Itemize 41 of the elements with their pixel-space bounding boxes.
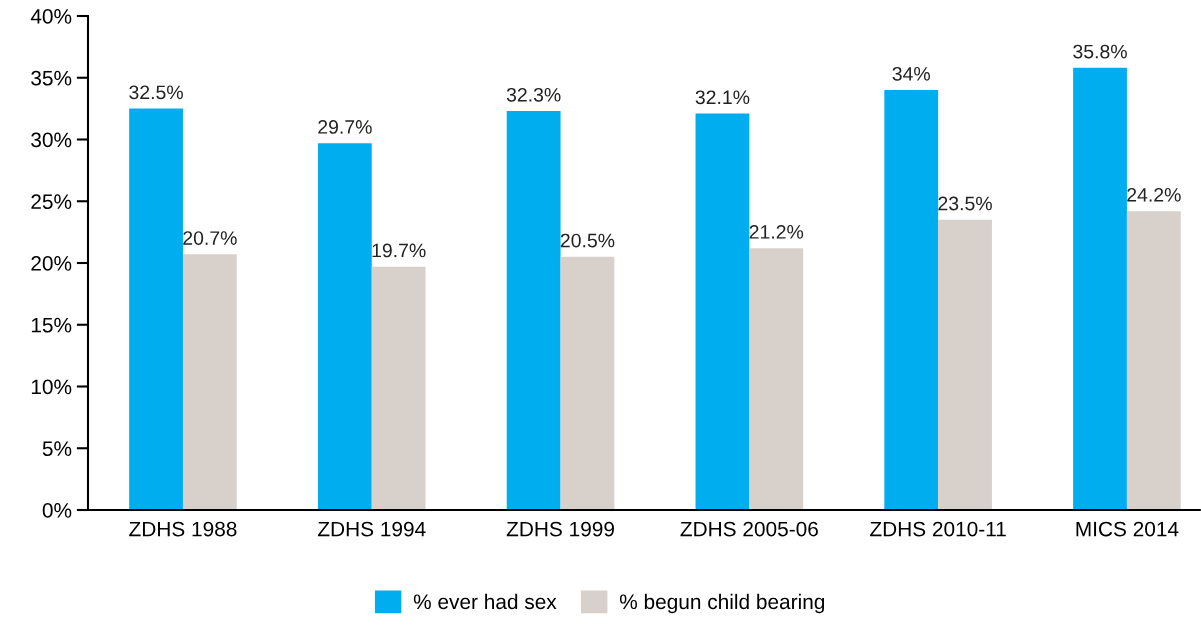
bar bbox=[695, 113, 750, 510]
data-label: 35.8% bbox=[1073, 44, 1127, 59]
bar bbox=[884, 90, 939, 510]
bar bbox=[317, 143, 372, 510]
y-tick-label: 25% bbox=[31, 194, 72, 209]
y-tick-label: 0% bbox=[42, 503, 72, 518]
y-tick-label: 15% bbox=[31, 317, 72, 333]
bar bbox=[506, 111, 561, 510]
y-tick-label: 10% bbox=[31, 379, 72, 395]
data-label: 23.5% bbox=[938, 196, 992, 211]
bar bbox=[371, 266, 426, 510]
legend-label: % begun child bearing bbox=[619, 593, 825, 614]
y-tick-label: 30% bbox=[31, 132, 72, 148]
x-tick-label: ZDHS 2010-11 bbox=[870, 521, 1006, 537]
data-label: 29.7% bbox=[318, 120, 372, 134]
bar bbox=[749, 248, 804, 510]
data-label: 24.2% bbox=[1127, 187, 1181, 202]
x-tick-label: ZDHS 2005-06 bbox=[680, 521, 818, 537]
bar bbox=[182, 254, 237, 510]
y-tick-label: 5% bbox=[42, 441, 72, 456]
data-label: 20.5% bbox=[560, 233, 615, 248]
legend-label: % ever had sex bbox=[413, 593, 557, 610]
bar bbox=[129, 108, 183, 510]
bar bbox=[560, 256, 615, 510]
data-label: 34% bbox=[892, 66, 930, 81]
data-label: 32.5% bbox=[129, 85, 183, 100]
y-tick-label: 35% bbox=[31, 70, 72, 86]
data-label: 19.7% bbox=[372, 243, 426, 258]
x-tick-label: ZDHS 1994 bbox=[318, 521, 426, 537]
data-label: 20.7% bbox=[183, 231, 237, 245]
data-label: 21.2% bbox=[749, 225, 804, 239]
y-tick-label: 20% bbox=[31, 256, 72, 271]
x-tick-label: MICS 2014 bbox=[1076, 521, 1179, 537]
x-tick-label: ZDHS 1988 bbox=[129, 521, 237, 537]
bar bbox=[1073, 67, 1127, 510]
bar bbox=[938, 219, 992, 510]
bar bbox=[1126, 211, 1181, 510]
y-tick-label: 40% bbox=[30, 9, 72, 24]
x-tick-label: ZDHS 1999 bbox=[506, 521, 614, 537]
data-label: 32.1% bbox=[695, 90, 750, 105]
data-label: 32.3% bbox=[506, 87, 561, 102]
